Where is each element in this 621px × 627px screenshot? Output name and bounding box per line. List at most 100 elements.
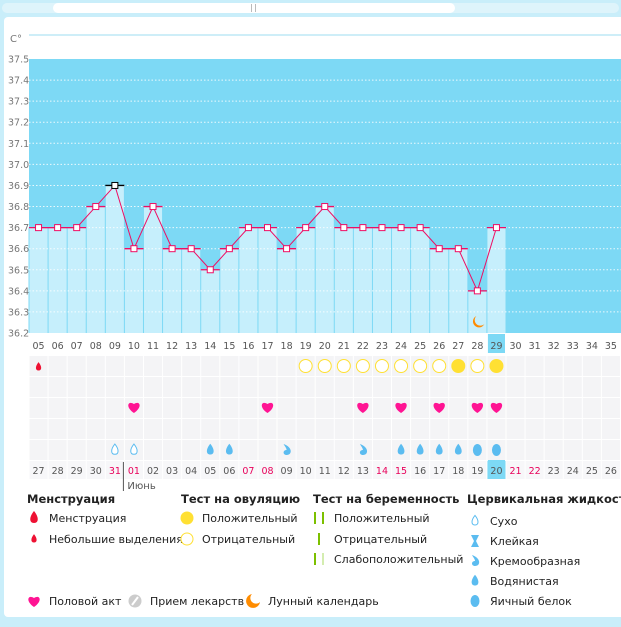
- temperature-bar: [29, 227, 49, 333]
- legend-menstruation-icon: [30, 511, 38, 523]
- temperature-bar: [67, 227, 87, 333]
- temperature-point: [416, 224, 424, 232]
- legend-title-menstruation: Менструация: [27, 492, 116, 506]
- grid-cell: [220, 377, 239, 397]
- grid-cell: [163, 377, 182, 397]
- grid-cell: [143, 440, 163, 460]
- cycle-day-label: 12: [166, 341, 178, 352]
- date-label: 28: [52, 466, 64, 477]
- cycle-day-label: 34: [586, 341, 598, 352]
- grid-cell: [220, 398, 239, 418]
- grid-cell: [430, 419, 449, 439]
- date-label: 25: [586, 466, 598, 477]
- grid-cell: [201, 356, 220, 376]
- grid-cell: [525, 440, 544, 460]
- grid-cell: [372, 440, 392, 460]
- legend-pregnancy-negative-icon: [318, 533, 320, 545]
- grid-cell: [105, 377, 124, 397]
- legend-fluid-watery-label: Водянистая: [490, 574, 559, 588]
- grid-cell: [163, 440, 182, 460]
- grid-cell: [334, 377, 353, 397]
- grid-cell: [296, 398, 315, 418]
- grid-cell: [105, 419, 124, 439]
- date-label: 16: [414, 466, 426, 477]
- date-label: 10: [300, 466, 312, 477]
- grid-cell: [601, 356, 620, 376]
- date-label: 09: [281, 466, 293, 477]
- date-label: 03: [166, 466, 178, 477]
- grid-cell: [544, 419, 563, 439]
- legend-ovulation-positive-icon: [180, 511, 194, 525]
- date-label: 30: [90, 466, 102, 477]
- ovulation-negative-icon: [298, 359, 313, 373]
- ovulation-negative-icon: [374, 359, 389, 373]
- date-cell: [353, 461, 372, 479]
- cycle-day-label: 18: [281, 341, 293, 352]
- grid-cell: [315, 419, 334, 439]
- grid-cell: [506, 398, 525, 418]
- grid-cell: [67, 356, 86, 376]
- legend-intercourse-icon: [28, 596, 40, 607]
- intercourse-heart-icon: [471, 402, 484, 413]
- temperature-point: [92, 203, 100, 211]
- grid-cell: [182, 356, 201, 376]
- grid-cell: [411, 377, 430, 397]
- fluid-watery-icon: [225, 443, 233, 455]
- fluid-watery-icon: [397, 443, 405, 455]
- temperature-point: [492, 224, 500, 232]
- grid-cell: [29, 440, 48, 460]
- temperature-point: [73, 224, 81, 232]
- legend-fluid-dry-label: Сухо: [490, 514, 518, 528]
- intercourse-heart-icon: [490, 402, 503, 413]
- cycle-day-label: 05: [32, 341, 44, 352]
- grid-cell: [315, 440, 334, 460]
- legend-title-fluid: Цервикальная жидкость: [467, 492, 621, 506]
- grid-cell: [506, 356, 525, 376]
- date-label: 26: [605, 466, 617, 477]
- grid-cell: [468, 377, 487, 397]
- horizontal-scrollbar[interactable]: [2, 3, 619, 13]
- grid-cell: [449, 419, 468, 439]
- grid-cell: [124, 377, 143, 397]
- ovulation-negative-icon: [394, 359, 409, 373]
- cycle-day-label: 32: [548, 341, 560, 352]
- grid-cell: [143, 419, 163, 439]
- grid-cell: [334, 440, 353, 460]
- date-label: 15: [395, 466, 407, 477]
- date-label: 14: [376, 466, 388, 477]
- ovulation-negative-icon: [470, 359, 485, 373]
- temperature-point: [264, 224, 271, 232]
- y-tick-label: 36.8: [8, 202, 29, 213]
- grid-cell: [143, 377, 163, 397]
- legend-ovulation-negative-icon: [180, 532, 194, 546]
- temperature-point: [168, 245, 176, 253]
- y-tick-label: 36.2: [8, 329, 29, 340]
- grid-cell: [29, 419, 48, 439]
- date-label: 21: [509, 466, 521, 477]
- grid-cell: [124, 419, 143, 439]
- intercourse-heart-icon: [357, 402, 369, 413]
- legend-fluid-creamy-label: Кремообразная: [490, 554, 581, 568]
- legend-menstruation-label: Менструация: [49, 511, 127, 525]
- grid-cell: [48, 419, 67, 439]
- date-label: 02: [147, 466, 159, 477]
- grid-cell: [182, 377, 201, 397]
- cycle-day-label: 20: [319, 341, 331, 352]
- legend-pregnancy-weak-icon: [314, 553, 324, 565]
- legend-lunar-calendar-icon: [246, 594, 260, 608]
- grid-cell: [29, 398, 48, 418]
- temperature-point: [321, 203, 329, 211]
- legend-pregnancy-weak-label: Слабоположительный: [334, 552, 464, 566]
- temperature-point: [54, 224, 62, 232]
- grid-cell: [449, 398, 468, 418]
- grid-cell: [163, 356, 182, 376]
- legend-fluid-sticky: Клейкая: [468, 534, 539, 548]
- grid-cell: [411, 419, 430, 439]
- date-cell: [601, 461, 620, 479]
- date-label: 12: [338, 466, 350, 477]
- grid-cell: [239, 440, 258, 460]
- grid-cell: [372, 419, 392, 439]
- scrollbar-thumb[interactable]: [53, 3, 455, 13]
- date-cell: [29, 461, 48, 479]
